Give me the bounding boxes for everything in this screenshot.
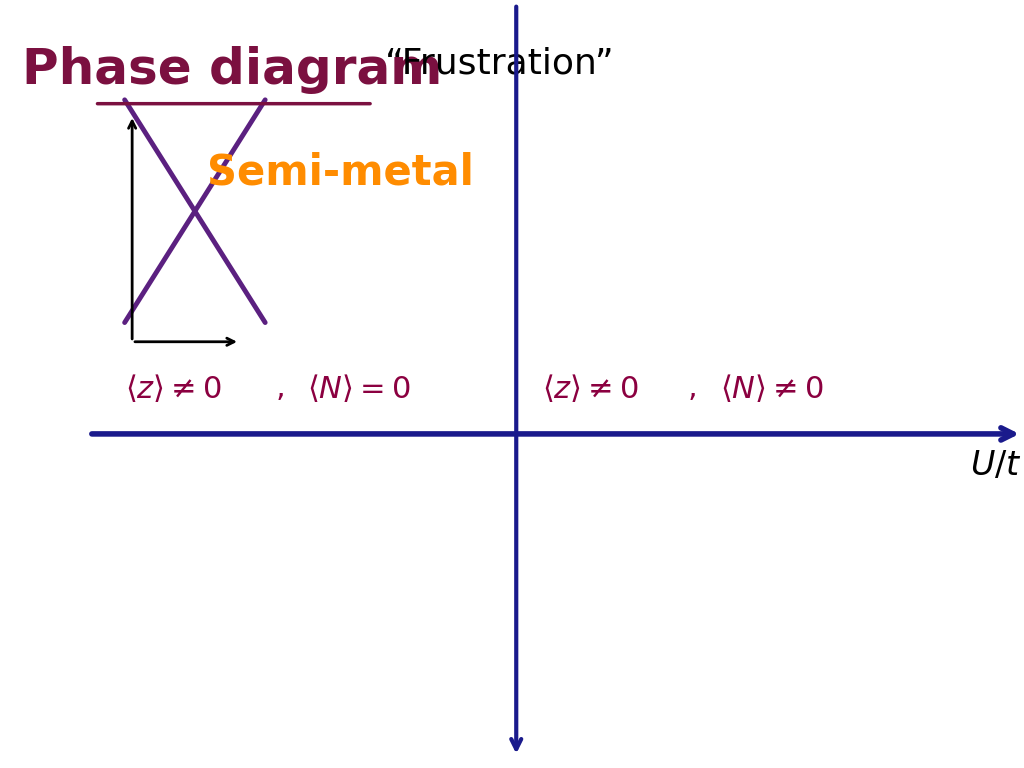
Text: $\langle z \rangle \neq 0$: $\langle z \rangle \neq 0$ [542, 372, 638, 404]
Text: $\langle z \rangle \neq 0$: $\langle z \rangle \neq 0$ [125, 372, 221, 404]
Text: $\langle N \rangle = 0$: $\langle N \rangle = 0$ [307, 372, 411, 404]
Text: “Frustration”: “Frustration” [385, 46, 614, 80]
Text: Semi-metal: Semi-metal [207, 152, 473, 194]
Text: $,$: $,$ [274, 373, 284, 402]
Text: $,$: $,$ [687, 373, 695, 402]
Text: $U/t$: $U/t$ [971, 449, 1022, 482]
Text: $\langle N \rangle \neq 0$: $\langle N \rangle \neq 0$ [720, 372, 823, 404]
Text: Phase diagram: Phase diagram [23, 46, 442, 94]
